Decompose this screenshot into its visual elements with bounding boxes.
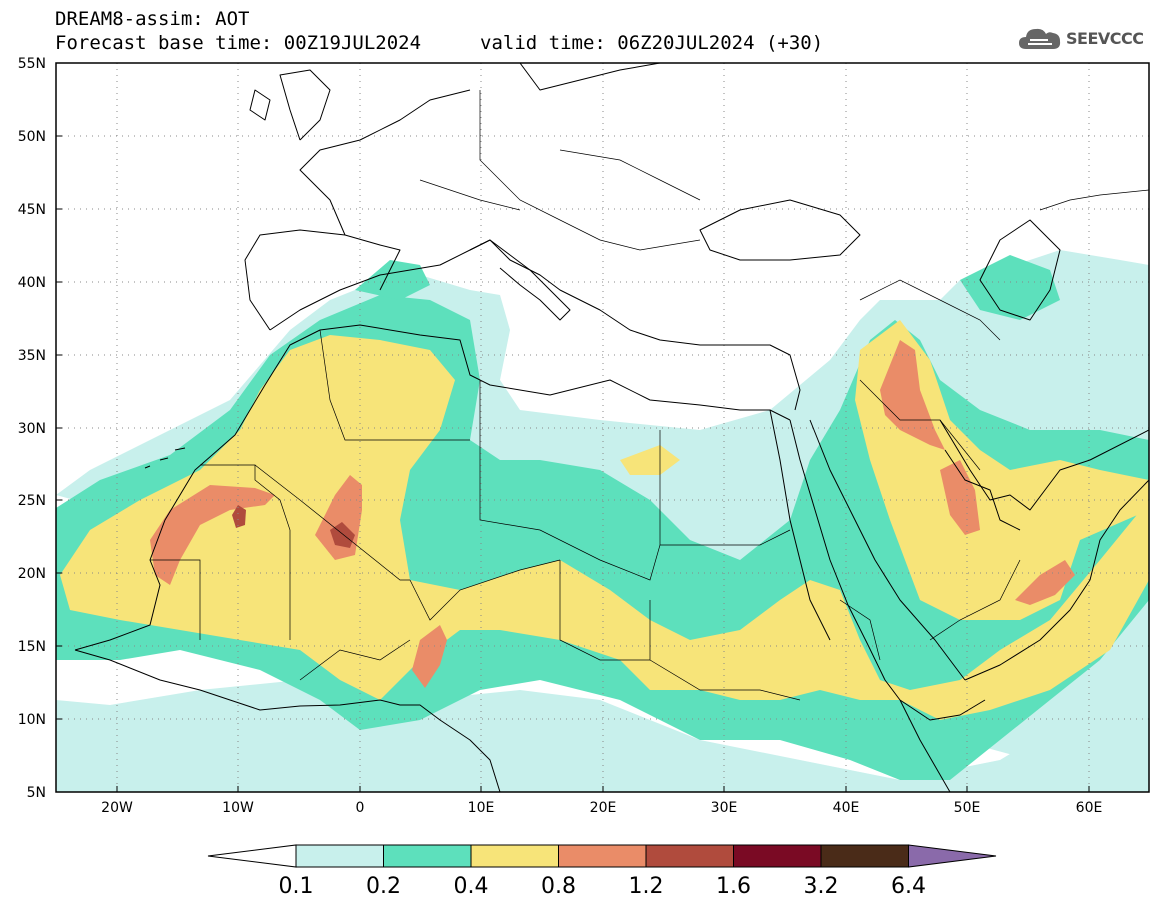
longitude-labels: 20W 10W 0 10E 20E 30E 40E 50E 60E bbox=[101, 800, 1102, 816]
colorbar-label: 6.4 bbox=[891, 874, 926, 899]
seevccc-logo: SEEVCCC bbox=[1018, 24, 1144, 52]
lon-label: 10W bbox=[222, 800, 254, 816]
colorbar-label: 0.2 bbox=[366, 874, 401, 899]
lon-label: 20E bbox=[590, 800, 617, 816]
colorbar-label: 1.6 bbox=[716, 874, 751, 899]
colorbar-label: 3.2 bbox=[804, 874, 839, 899]
lat-label: 45N bbox=[18, 202, 46, 218]
colorbar-label: 1.2 bbox=[629, 874, 664, 899]
lat-label: 15N bbox=[18, 639, 46, 655]
colorbar-label: 0.4 bbox=[454, 874, 489, 899]
lat-label: 20N bbox=[18, 566, 46, 582]
lon-label: 10E bbox=[468, 800, 495, 816]
lat-label: 35N bbox=[18, 348, 46, 364]
lat-label: 10N bbox=[18, 712, 46, 728]
colorbar-segment bbox=[558, 844, 647, 868]
colorbar-segment bbox=[295, 844, 384, 868]
forecast-base-time: Forecast base time: 00Z19JUL2024 bbox=[55, 32, 422, 54]
country-borders bbox=[150, 90, 1149, 701]
colorbar: 0.1 0.2 0.4 0.8 1.2 1.6 3.2 6.4 bbox=[207, 844, 997, 899]
lon-label: 40E bbox=[833, 800, 860, 816]
aot-level-0.8 bbox=[150, 340, 1075, 688]
logo-text: SEEVCCC bbox=[1066, 28, 1144, 48]
colorbar-label: 0.8 bbox=[541, 874, 576, 899]
colorbar-label: 0.1 bbox=[279, 874, 314, 899]
lat-label: 55N bbox=[18, 56, 46, 72]
colorbar-segment bbox=[733, 844, 822, 868]
aot-level-0.4 bbox=[60, 320, 1149, 720]
coastlines bbox=[74, 63, 1149, 792]
colorbar-segment bbox=[383, 844, 472, 868]
lat-label: 40N bbox=[18, 275, 46, 291]
lon-label: 30E bbox=[711, 800, 738, 816]
lon-label: 50E bbox=[954, 800, 981, 816]
lat-label: 25N bbox=[18, 493, 46, 509]
colorbar-right-arrow bbox=[908, 844, 997, 868]
map-area bbox=[55, 62, 1150, 793]
map-title: DREAM8-assim: AOT bbox=[55, 8, 250, 30]
graticule bbox=[56, 63, 1149, 792]
aot-level-1.2 bbox=[232, 505, 355, 548]
lat-label: 5N bbox=[27, 785, 46, 801]
colorbar-segment bbox=[470, 844, 559, 868]
cloud-icon bbox=[1019, 28, 1061, 49]
lat-label: 30N bbox=[18, 421, 46, 437]
latitude-labels: 55N 50N 45N 40N 35N 30N 25N 20N 15N 10N … bbox=[18, 56, 46, 801]
colorbar-left-arrow bbox=[207, 844, 297, 868]
colorbar-segment bbox=[820, 844, 909, 868]
lon-label: 0 bbox=[356, 800, 365, 816]
lat-label: 50N bbox=[18, 129, 46, 145]
axis-ticks bbox=[56, 62, 1090, 793]
lon-label: 20W bbox=[101, 800, 133, 816]
lon-label: 60E bbox=[1076, 800, 1103, 816]
valid-time: valid time: 06Z20JUL2024 (+30) bbox=[480, 32, 824, 54]
colorbar-segment bbox=[645, 844, 734, 868]
